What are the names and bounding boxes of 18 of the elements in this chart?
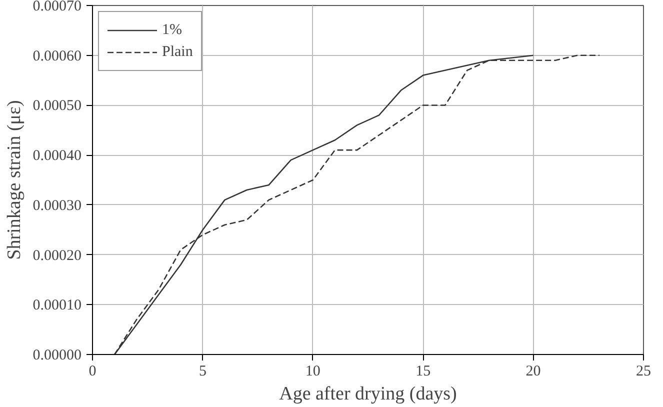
x-tick-label: 25 bbox=[636, 364, 651, 380]
y-tick-label: 0.00020 bbox=[32, 248, 82, 264]
y-tick-label: 0.00060 bbox=[32, 48, 82, 64]
x-tick-label: 10 bbox=[305, 364, 320, 380]
y-tick-label: 0.00000 bbox=[32, 348, 82, 364]
y-tick-label: 0.00010 bbox=[32, 298, 82, 314]
x-axis-title: Age after drying (days) bbox=[279, 384, 457, 404]
y-tick-label: 0.00050 bbox=[32, 98, 82, 114]
x-tick-label: 5 bbox=[198, 364, 206, 380]
x-tick-label: 15 bbox=[416, 364, 431, 380]
x-tick-label: 20 bbox=[526, 364, 541, 380]
y-tick-label: 0.00040 bbox=[32, 148, 82, 164]
legend-label: Plain bbox=[162, 44, 193, 60]
legend-label: 1% bbox=[162, 22, 182, 38]
y-axis-title: Shrinkage strain (με) bbox=[4, 100, 25, 260]
y-tick-label: 0.00070 bbox=[32, 0, 82, 14]
x-tick-label: 0 bbox=[88, 364, 96, 380]
y-tick-label: 0.00030 bbox=[32, 198, 82, 214]
